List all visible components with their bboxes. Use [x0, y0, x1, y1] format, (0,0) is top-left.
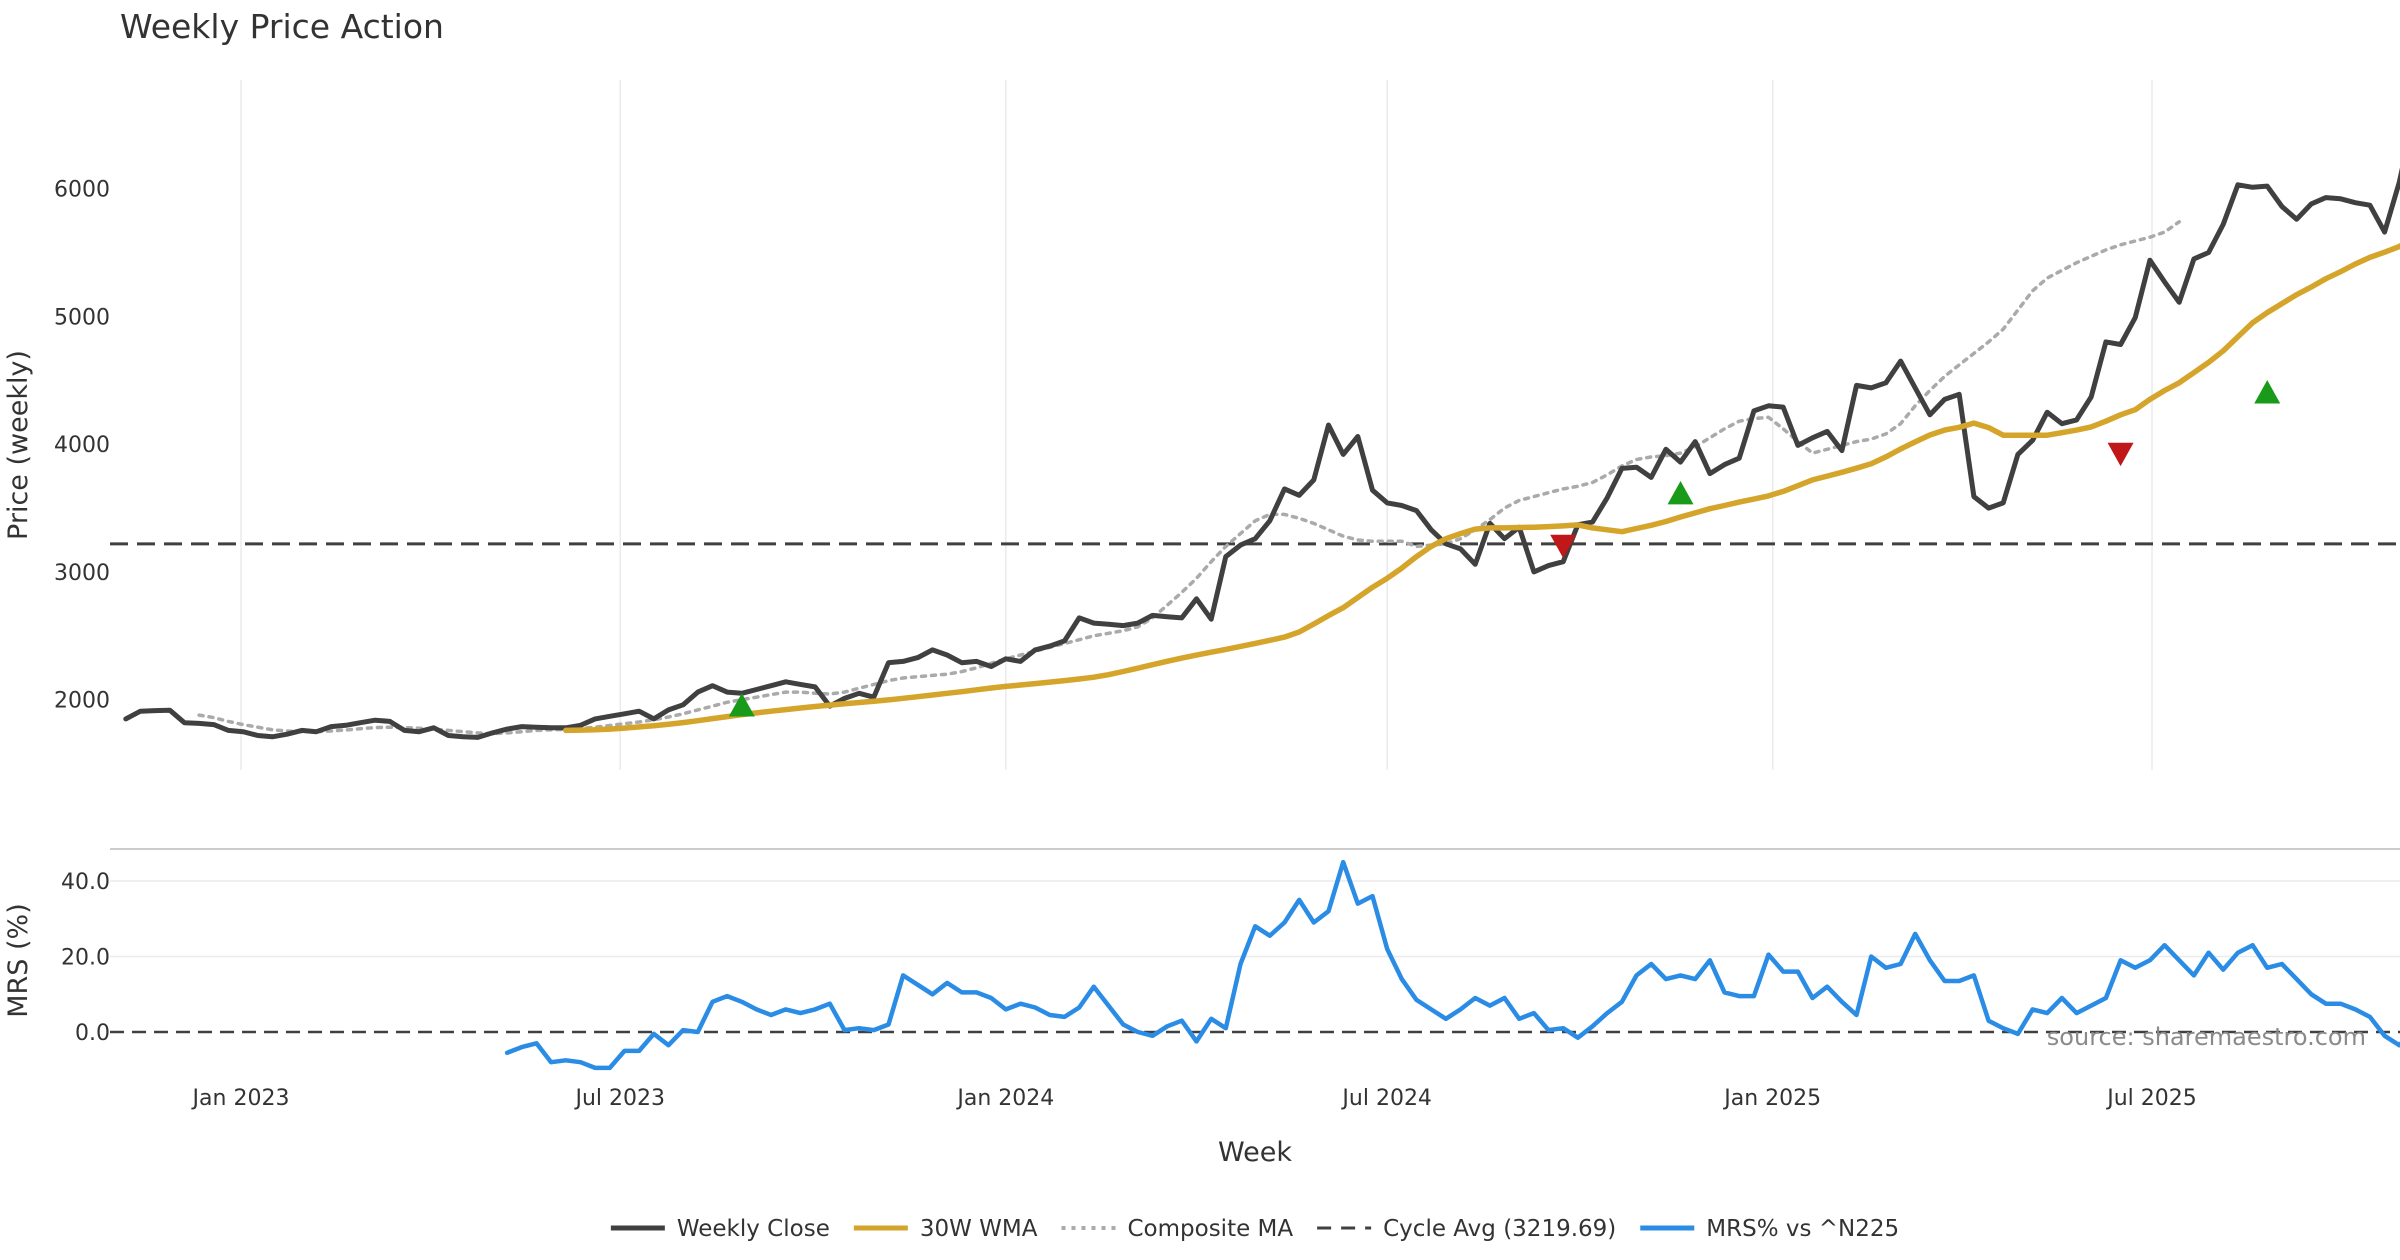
- x-axis: Jan 2023 Jul 2023 Jan 2024 Jul 2024 Jan 2025…: [191, 1086, 2197, 1111]
- chart-title: Weekly Price Action: [120, 7, 444, 46]
- x-axis-title: Week: [1218, 1137, 1292, 1168]
- 30w-wma-line: [563, 242, 2400, 734]
- x-tick-label: Jul 2024: [1340, 1086, 1432, 1111]
- sell-signal-marker: [1550, 534, 1577, 559]
- source-note: source: sharemaestro.com: [2047, 1023, 2366, 1051]
- legend-label: Weekly Close: [677, 1216, 830, 1242]
- x-tick-label: Jul 2023: [574, 1086, 666, 1111]
- price-y-tick-label: 2000: [54, 689, 110, 714]
- legend: Weekly Close 30W WMA Composite MA Cycle Avg…: [610, 1216, 1899, 1242]
- price-y-tick-label: 5000: [54, 305, 110, 330]
- buy-signal-marker: [2254, 380, 2281, 404]
- price-panel: 2000 3000 4000 5000 6000 Price (weekly): [3, 80, 2400, 770]
- price-y-axis-title: Price (weekly): [3, 350, 34, 540]
- sell-signal-marker: [2107, 442, 2134, 467]
- price-y-tick-label: 3000: [54, 561, 110, 586]
- buy-signal-marker: [728, 693, 755, 717]
- x-tick-label: Jan 2024: [955, 1086, 1054, 1111]
- legend-label: Composite MA: [1127, 1216, 1293, 1242]
- mrs-y-tick-label: 20.0: [61, 946, 110, 971]
- legend-label: MRS% vs ^N225: [1706, 1216, 1899, 1242]
- weekly-close-line: [123, 167, 2400, 740]
- x-tick-label: Jul 2025: [2105, 1086, 2197, 1111]
- mrs-y-tick-label: 40.0: [61, 870, 110, 895]
- x-tick-label: Jan 2025: [1722, 1086, 1821, 1111]
- buy-signal-marker: [1667, 481, 1694, 505]
- mrs-y-axis-title: MRS (%): [3, 903, 34, 1018]
- price-y-tick-label: 4000: [54, 433, 110, 458]
- mrs-vs-n225-line: [504, 859, 2400, 1071]
- mrs-y-tick-label: 0.0: [75, 1021, 110, 1046]
- mrs-panel: 0.0 20.0 40.0 MRS (%): [3, 848, 2400, 1071]
- price-y-tick-label: 6000: [54, 178, 110, 203]
- composite-ma-line: [197, 220, 2181, 736]
- legend-label: 30W WMA: [920, 1216, 1038, 1242]
- x-tick-label: Jan 2023: [191, 1086, 290, 1111]
- legend-label: Cycle Avg (3219.69): [1383, 1216, 1616, 1242]
